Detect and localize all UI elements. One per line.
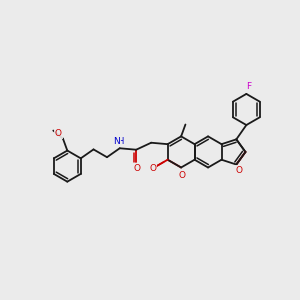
Text: O: O (55, 129, 62, 138)
Text: O: O (178, 171, 186, 180)
Text: O: O (149, 164, 156, 173)
Text: O: O (134, 164, 141, 173)
Text: N: N (113, 137, 120, 146)
Text: H: H (118, 137, 124, 146)
Text: O: O (235, 166, 242, 175)
Text: F: F (246, 82, 251, 91)
